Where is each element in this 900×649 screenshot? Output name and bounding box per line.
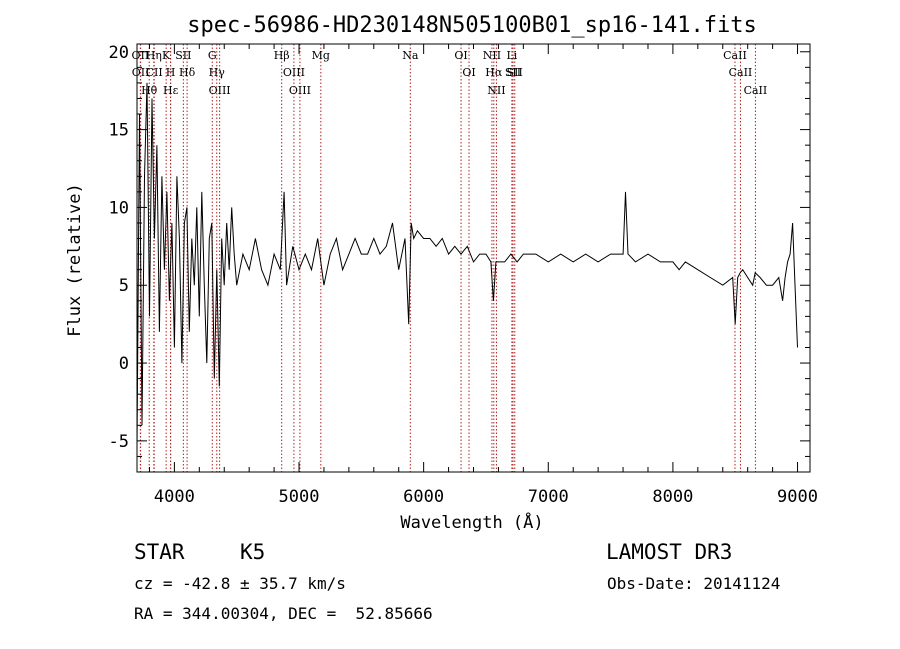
spectrum-line — [136, 82, 798, 449]
x-tick-label: 9000 — [777, 487, 818, 507]
x-tick-label: 8000 — [652, 487, 693, 507]
y-tick-label: -5 — [109, 432, 129, 452]
line-label: Hα — [485, 66, 503, 79]
y-tick-label: 10 — [109, 198, 129, 218]
line-label: NII — [483, 49, 501, 62]
line-label: Na — [402, 49, 419, 62]
line-label: Hδ — [179, 66, 196, 79]
observation-date: Obs-Date: 20141124 — [607, 574, 781, 593]
object-subclass: K5 — [240, 540, 266, 564]
line-label: Hγ — [209, 66, 226, 79]
line-label: Hθ — [141, 84, 158, 97]
line-label: OIII — [209, 84, 231, 97]
x-tick-label: 7000 — [528, 487, 569, 507]
line-label: OI — [462, 66, 475, 79]
spectral-line-markers — [139, 44, 756, 472]
x-axis-label: Wavelength (Å) — [400, 511, 543, 533]
line-label: Hβ — [274, 49, 290, 62]
line-label: NII — [487, 84, 505, 97]
line-label: SII — [175, 49, 191, 62]
coordinates: RA = 344.00304, DEC = 52.85666 — [134, 604, 433, 623]
chart-title: spec-56986-HD230148N505100B01_sp16-141.f… — [187, 13, 757, 38]
line-label: CaII — [729, 66, 753, 79]
line-label: SII — [505, 66, 521, 79]
y-tick-label: 20 — [109, 43, 129, 63]
plot-frame — [136, 43, 811, 473]
y-tick-label: 5 — [119, 276, 129, 296]
object-class: STAR — [134, 540, 185, 564]
line-label: OII — [132, 66, 150, 79]
x-axis: 4000 5000 6000 7000 8000 9000 — [148, 44, 818, 507]
y-tick-label: 15 — [109, 121, 129, 141]
spectral-line-labels: OIIOIIHθHηCIIKHHεSIIHδGHγOIIIHβOIIIOIIIM… — [132, 49, 768, 97]
line-label: H — [166, 66, 176, 79]
y-axis-label: Flux (relative) — [65, 183, 85, 337]
line-label: OIII — [283, 66, 305, 79]
line-label: CII — [146, 66, 163, 79]
x-tick-label: 6000 — [403, 487, 444, 507]
survey-name: LAMOST DR3 — [606, 540, 733, 564]
x-tick-label: 5000 — [279, 487, 320, 507]
line-label: OIII — [289, 84, 311, 97]
line-label: Li — [506, 49, 517, 62]
line-label: SII — [507, 66, 523, 79]
y-tick-label: 0 — [119, 354, 129, 374]
line-label: Hε — [163, 84, 179, 97]
line-label: K — [162, 49, 171, 62]
x-tick-label: 4000 — [154, 487, 195, 507]
line-label: OI — [454, 49, 467, 62]
y-axis: -5 0 5 10 15 20 — [109, 43, 810, 457]
line-label: Mg — [312, 49, 330, 62]
line-label: CaII — [744, 84, 768, 97]
line-label: G — [208, 49, 217, 62]
redshift-cz: cz = -42.8 ± 35.7 km/s — [134, 574, 346, 593]
line-label: Hη — [146, 49, 162, 62]
line-label: CaII — [723, 49, 747, 62]
